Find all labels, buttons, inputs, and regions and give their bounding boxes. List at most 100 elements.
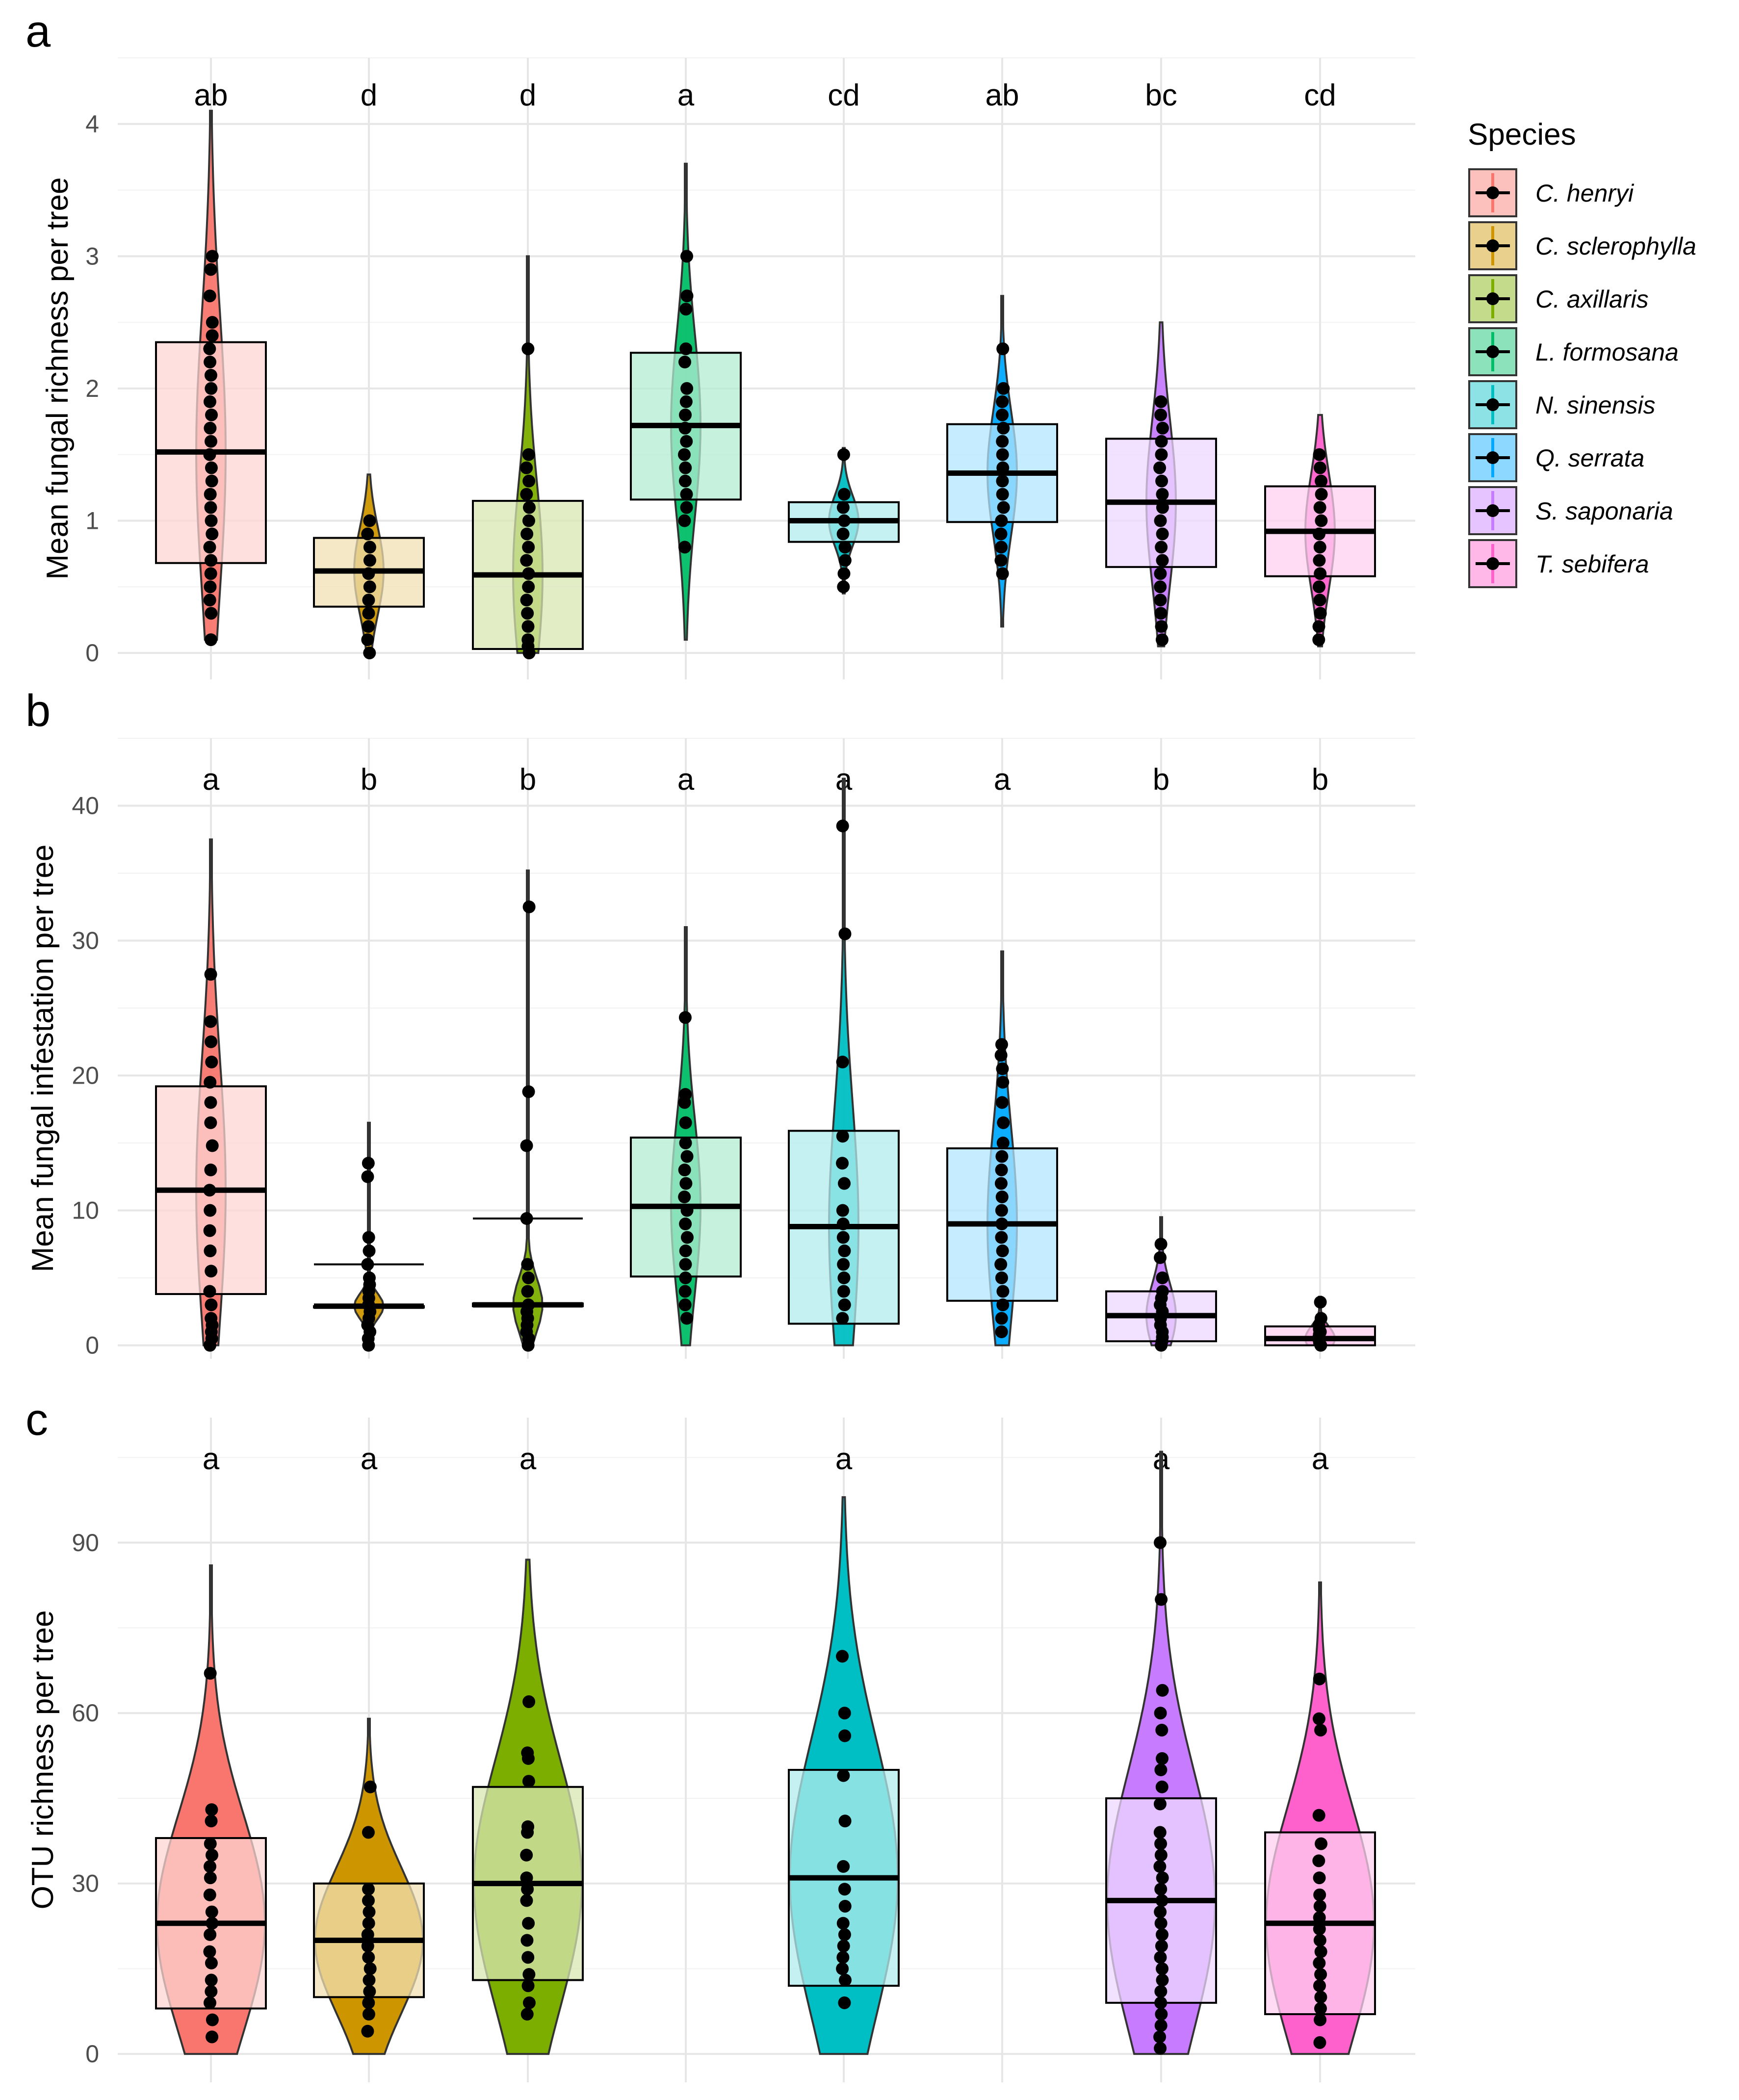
data-point	[205, 1312, 218, 1325]
data-point	[836, 819, 849, 832]
data-point	[837, 1940, 850, 1953]
data-point	[204, 1076, 217, 1089]
data-point	[204, 1860, 217, 1873]
data-point	[836, 1056, 849, 1068]
data-point	[838, 1298, 851, 1311]
data-point	[520, 1934, 534, 1947]
group-ssaponaria: bc	[1105, 78, 1217, 648]
data-point	[520, 554, 533, 567]
data-point	[1153, 1797, 1167, 1811]
legend-point	[1486, 398, 1499, 411]
data-point	[205, 607, 218, 620]
data-point	[836, 1218, 850, 1230]
data-point	[203, 289, 216, 303]
data-point	[206, 1917, 219, 1930]
group-lformosana: a	[630, 78, 742, 641]
significance-letter: a	[203, 763, 220, 797]
data-point	[680, 382, 694, 395]
data-point	[205, 1265, 218, 1278]
data-point	[204, 580, 217, 594]
data-point	[1156, 1973, 1169, 1987]
data-point	[521, 342, 535, 356]
data-point	[678, 514, 691, 527]
data-point	[837, 580, 850, 594]
significance-letter: cd	[1304, 78, 1336, 112]
data-point	[362, 1917, 375, 1930]
data-point	[1154, 567, 1167, 580]
data-point	[838, 541, 852, 554]
data-point	[362, 1826, 375, 1839]
data-point	[204, 1837, 217, 1850]
data-point	[678, 1164, 691, 1176]
data-point	[203, 1945, 216, 1958]
y-tick-label: 30	[72, 1870, 99, 1897]
data-point	[996, 474, 1009, 488]
data-point	[361, 1170, 374, 1183]
data-point	[361, 527, 374, 541]
data-point	[205, 1035, 218, 1048]
data-point	[204, 488, 217, 501]
data-point	[363, 554, 376, 567]
data-point	[522, 541, 535, 554]
significance-letter: a	[519, 1442, 537, 1476]
data-point	[1155, 2008, 1168, 2021]
data-point	[1312, 527, 1325, 541]
data-point	[1154, 1251, 1167, 1264]
data-point	[362, 594, 375, 607]
significance-letter: ab	[194, 78, 228, 112]
data-point	[995, 1231, 1008, 1244]
data-point	[994, 1049, 1008, 1062]
data-point	[520, 1848, 533, 1862]
data-point	[363, 1973, 376, 1987]
data-point	[520, 1212, 533, 1225]
y-tick-label: 2	[85, 375, 99, 402]
data-point	[837, 448, 850, 461]
data-point	[1154, 1536, 1167, 1549]
data-point	[520, 594, 533, 607]
data-point	[838, 1815, 852, 1828]
panel-a: 0 1 2 3 4 Mean fungal richness per tree a ab d d a…	[26, 6, 1415, 679]
data-point	[680, 501, 693, 514]
data-point	[836, 1231, 850, 1244]
data-point	[1313, 1956, 1326, 1970]
data-point	[204, 356, 217, 369]
data-point	[1154, 408, 1168, 421]
data-point	[363, 1962, 377, 1975]
legend-point	[1486, 557, 1499, 570]
data-point	[836, 1650, 849, 1663]
data-point	[205, 1056, 218, 1068]
data-point	[1312, 580, 1325, 594]
data-point	[361, 633, 374, 647]
data-point	[522, 1085, 535, 1098]
data-point	[679, 395, 693, 408]
data-point	[994, 527, 1008, 541]
group-csclerophylla: d	[313, 78, 425, 660]
data-point	[205, 382, 218, 395]
legend-key	[1468, 486, 1517, 535]
data-point	[1155, 1780, 1168, 1793]
group-lformosana: a	[630, 763, 742, 1347]
data-point	[520, 1871, 533, 1885]
data-point	[838, 1899, 852, 1913]
data-point	[205, 461, 218, 474]
significance-letter: a	[677, 78, 695, 112]
data-point	[203, 1996, 216, 2009]
data-point	[204, 1096, 217, 1109]
data-point	[838, 1996, 851, 2009]
data-point	[522, 448, 535, 461]
data-point	[206, 1848, 219, 1862]
data-point	[838, 1729, 852, 1742]
data-point	[1156, 1962, 1169, 1975]
data-point	[522, 501, 536, 514]
data-point	[995, 1191, 1009, 1203]
y-tick-label: 0	[85, 1332, 99, 1359]
legend-label: C. sclerophylla	[1535, 233, 1696, 260]
data-point	[1155, 633, 1168, 647]
y-tick-label: 40	[72, 792, 99, 820]
data-point	[1312, 633, 1325, 647]
data-point	[520, 2008, 534, 2021]
data-point	[996, 1298, 1010, 1311]
data-point	[1153, 2030, 1167, 2044]
data-point	[1314, 2002, 1327, 2015]
data-point	[837, 488, 851, 501]
